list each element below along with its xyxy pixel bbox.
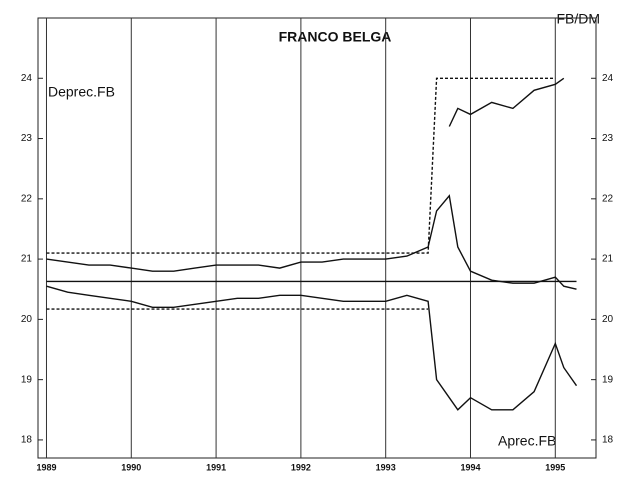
y-tick-label: 22	[21, 193, 33, 204]
y2-tick-label: 20	[602, 314, 614, 325]
axis-label: FB/DM	[556, 11, 600, 27]
y2-tick-label: 24	[602, 73, 614, 84]
y-tick-label: 24	[21, 73, 33, 84]
series-line	[46, 77, 556, 254]
y-tick-label: 21	[21, 254, 33, 265]
y2-tick-label: 18	[602, 435, 614, 446]
x-tick-label: 1995	[545, 462, 565, 472]
y2-tick-label: 23	[602, 133, 614, 144]
y2-tick-label: 19	[602, 374, 614, 385]
chart-title: FRANCO BELGA	[279, 29, 392, 45]
y2-tick-label: 22	[602, 193, 614, 204]
y-tick-label: 23	[21, 133, 33, 144]
series-line	[448, 77, 565, 127]
x-tick-label: 1993	[376, 462, 396, 472]
series-line	[46, 194, 577, 290]
y-tick-label: 20	[21, 314, 33, 325]
series-line	[46, 285, 578, 411]
annotation: Deprec.FB	[48, 84, 115, 100]
y-tick-label: 18	[21, 435, 33, 446]
y-tick-label: 19	[21, 374, 33, 385]
annotation: Aprec.FB	[498, 433, 556, 449]
y2-tick-label: 21	[602, 254, 614, 265]
x-tick-label: 1990	[121, 462, 141, 472]
x-tick-label: 1991	[206, 462, 226, 472]
x-tick-label: 1992	[291, 462, 311, 472]
x-tick-label: 1994	[460, 462, 480, 472]
x-tick-label: 1989	[36, 462, 56, 472]
plot-frame	[37, 17, 597, 459]
